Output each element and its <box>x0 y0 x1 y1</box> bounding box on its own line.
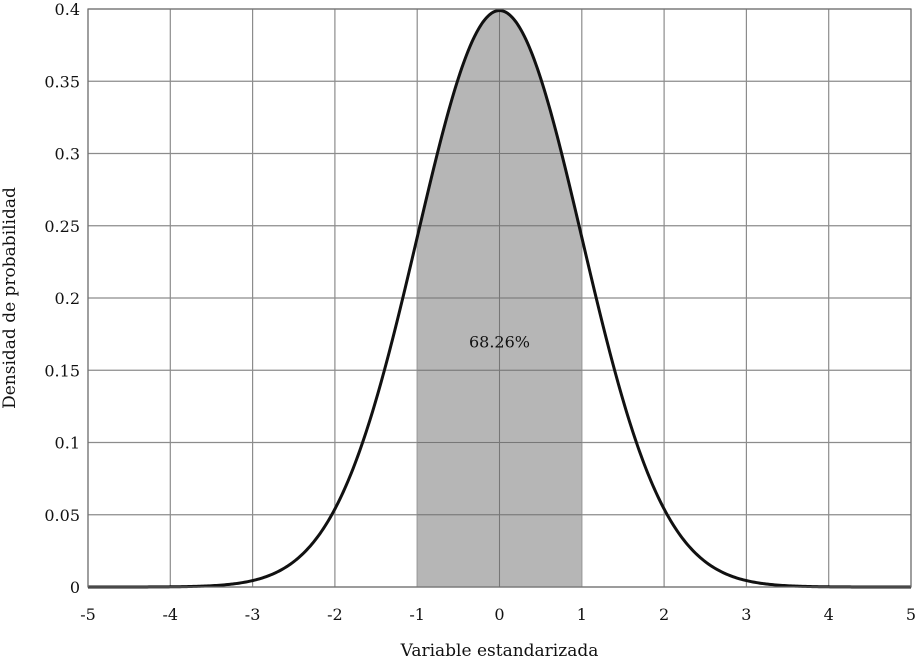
y-tick-label: 0.3 <box>55 145 80 164</box>
x-tick-label: -1 <box>409 605 425 624</box>
y-tick-label: 0.15 <box>44 361 80 380</box>
percentage-annotation: 68.26% <box>469 332 530 351</box>
y-tick-label: 0.25 <box>44 217 80 236</box>
y-tick-label: 0.35 <box>44 72 80 91</box>
x-tick-label: 5 <box>906 605 916 624</box>
x-tick-label: 3 <box>741 605 751 624</box>
x-tick-label: 1 <box>577 605 587 624</box>
x-tick-labels: -5 -4 -3 -2 -1 0 1 2 3 4 5 <box>80 605 916 624</box>
y-tick-label: 0.4 <box>55 0 80 19</box>
y-tick-labels: 0 0.05 0.1 0.15 0.2 0.25 0.3 0.35 0.4 <box>44 0 80 597</box>
x-tick-label: -4 <box>163 605 179 624</box>
x-tick-label: 2 <box>659 605 669 624</box>
x-tick-label: -2 <box>327 605 343 624</box>
y-tick-label: 0.05 <box>44 506 80 525</box>
y-axis-title: Densidad de probabilidad <box>0 187 20 409</box>
x-tick-label: 0 <box>494 605 504 624</box>
x-tick-label: -3 <box>245 605 261 624</box>
grid-overlay <box>417 10 582 587</box>
x-tick-label: 4 <box>824 605 834 624</box>
y-tick-label: 0.2 <box>55 289 80 308</box>
x-tick-label: -5 <box>80 605 96 624</box>
density-curve <box>88 9 911 589</box>
y-tick-label: 0 <box>70 578 80 597</box>
plot-frame <box>87 8 912 588</box>
x-axis-title: Variable estandarizada <box>400 641 599 659</box>
y-tick-label: 0.1 <box>55 434 80 453</box>
